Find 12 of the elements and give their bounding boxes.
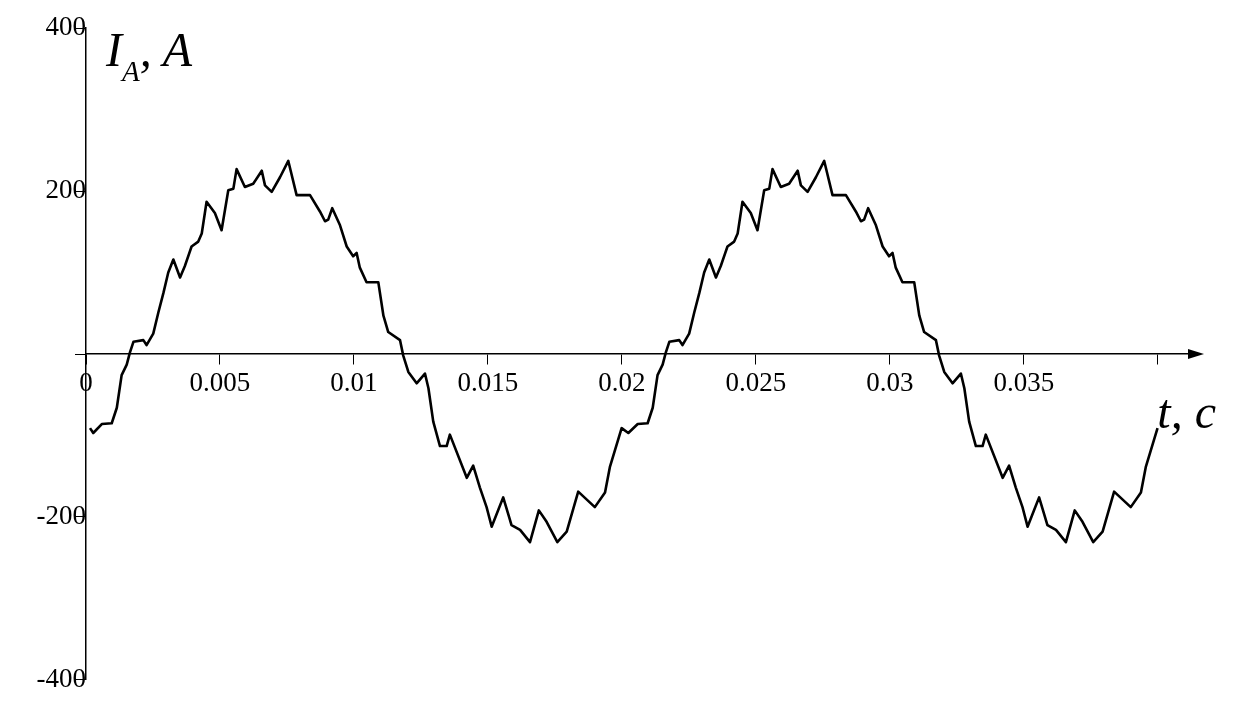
- x-axis-title: t, c: [1157, 385, 1216, 438]
- x-tick-label: 0.005: [189, 367, 251, 398]
- y-tick-label: -400: [36, 662, 86, 693]
- y-tick-label: 400: [45, 11, 86, 42]
- x-tick-label: 0.03: [866, 367, 914, 398]
- x-tick-label: 0.015: [457, 367, 519, 398]
- y-tick-label: 200: [45, 174, 86, 205]
- x-tick-label: 0.02: [598, 367, 646, 398]
- x-tick-label: 0.025: [725, 367, 787, 398]
- x-tick-label: 0.01: [330, 367, 378, 398]
- x-tick-label: 0.035: [993, 367, 1055, 398]
- y-tick-label: -200: [36, 499, 86, 530]
